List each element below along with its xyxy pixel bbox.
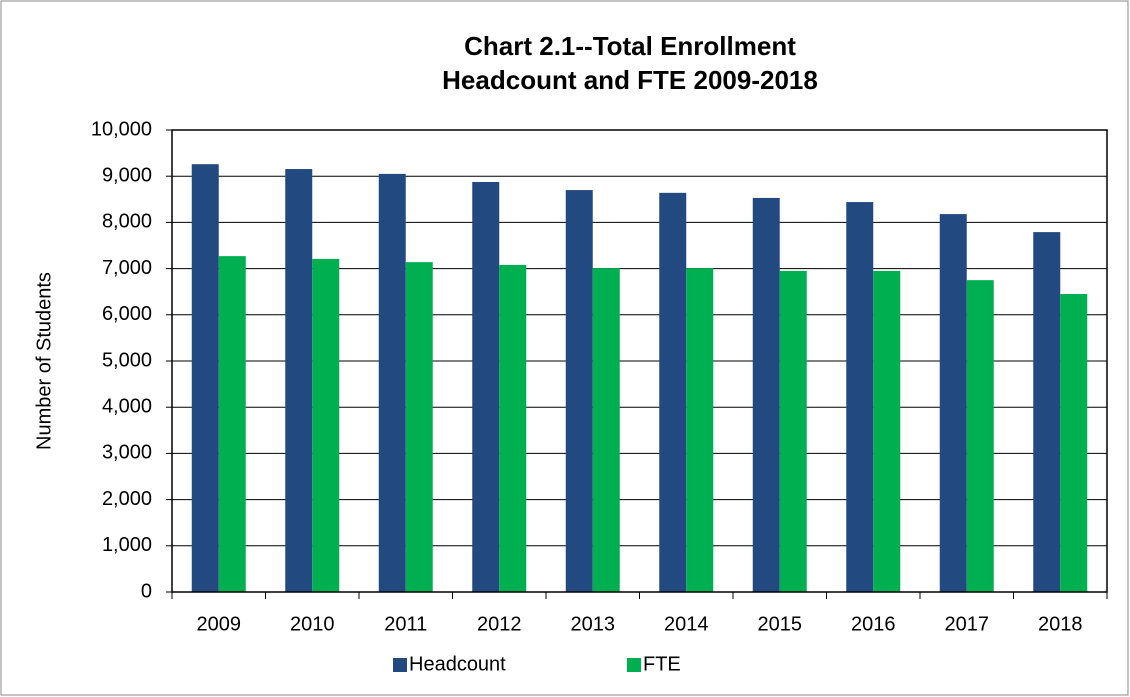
x-tick-label: 2012 — [477, 613, 522, 635]
bar — [966, 280, 994, 592]
bar — [752, 197, 780, 592]
x-tick-label: 2018 — [1038, 613, 1083, 635]
bar — [1060, 294, 1088, 592]
y-tick-label: 5,000 — [102, 349, 152, 371]
bar — [686, 268, 714, 592]
y-tick-label: 9,000 — [102, 164, 152, 186]
bar — [285, 169, 313, 592]
legend-label: FTE — [643, 653, 681, 675]
y-tick-label: 10,000 — [91, 118, 152, 140]
x-tick-label: 2009 — [197, 613, 242, 635]
bar — [405, 262, 433, 592]
legend-swatch — [393, 658, 407, 672]
bar — [565, 190, 593, 592]
y-tick-label: 7,000 — [102, 257, 152, 279]
bar — [846, 202, 874, 592]
bar — [191, 164, 219, 593]
y-tick-label: 1,000 — [102, 534, 152, 556]
bar — [1033, 232, 1061, 593]
y-tick-label: 8,000 — [102, 211, 152, 233]
legend-swatch — [627, 658, 641, 672]
x-tick-label: 2017 — [945, 613, 990, 635]
y-axis-label: Number of Students — [33, 272, 55, 450]
x-tick-label: 2016 — [851, 613, 896, 635]
legend-label: Headcount — [409, 653, 506, 675]
y-tick-label: 2,000 — [102, 488, 152, 510]
bar — [659, 192, 687, 592]
y-tick-label: 0 — [141, 580, 152, 602]
y-tick-label: 6,000 — [102, 303, 152, 325]
y-tick-label: 4,000 — [102, 395, 152, 417]
x-tick-label: 2014 — [664, 613, 709, 635]
bar — [472, 181, 500, 592]
bar — [378, 173, 406, 592]
bar — [218, 256, 246, 592]
bar — [592, 268, 620, 592]
x-tick-label: 2010 — [290, 613, 335, 635]
bar — [499, 264, 527, 592]
x-tick-label: 2011 — [384, 613, 427, 635]
chart-title: Chart 2.1--Total Enrollment — [464, 31, 796, 61]
y-tick-label: 3,000 — [102, 442, 152, 464]
bar — [779, 270, 807, 592]
bar — [312, 258, 340, 592]
x-tick-label: 2015 — [758, 613, 803, 635]
x-tick-label: 2013 — [571, 613, 616, 635]
chart-title: Headcount and FTE 2009-2018 — [442, 65, 818, 95]
bar — [873, 270, 901, 592]
bar — [939, 214, 967, 593]
plot-frame — [171, 129, 1108, 593]
